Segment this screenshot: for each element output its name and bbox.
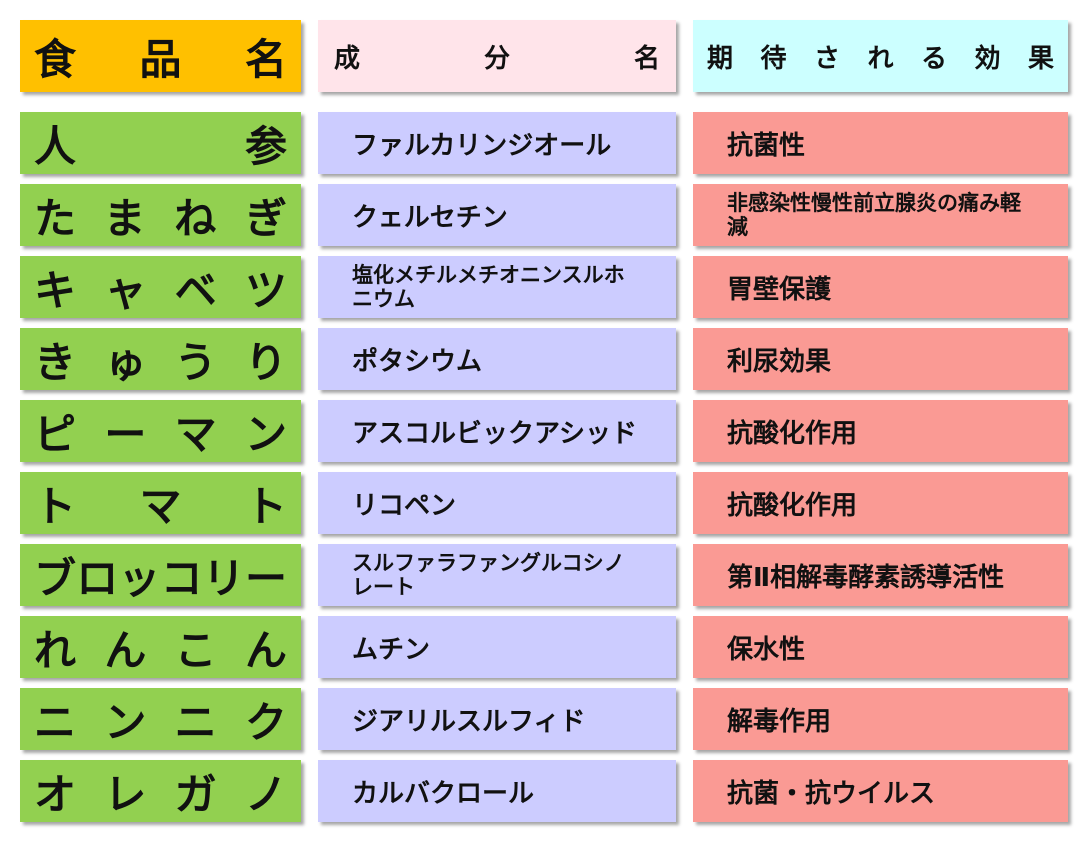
- cell-text: 塩化メチルメチオニンスルホニウム: [352, 263, 625, 311]
- cell-text: 抗菌性: [727, 130, 806, 161]
- comp-cell: カルバクロール: [318, 760, 676, 822]
- cell-text: 第Ⅱ相解毒酵素誘導活性: [727, 562, 1005, 593]
- cell-text: 抗酸化作用: [727, 490, 858, 521]
- cell-text: 保水性: [727, 634, 806, 665]
- food-cell: オレガノ: [20, 760, 301, 822]
- food-cell: キャベツ: [20, 256, 301, 318]
- food-cell: トマト: [20, 472, 301, 534]
- cell-text: 解毒作用: [727, 706, 832, 737]
- cell-text: トマト: [34, 481, 287, 531]
- cell-text: 成分名: [334, 43, 660, 74]
- cell-text: れんこん: [34, 625, 287, 675]
- cell-text: オレガノ: [34, 769, 287, 819]
- cell-text: 人参: [34, 121, 287, 171]
- cell-text: たまねぎ: [34, 193, 287, 243]
- comp-cell: ファルカリンジオール: [318, 112, 676, 174]
- cell-text: ファルカリンジオール: [352, 130, 612, 161]
- cell-text: ピーマン: [34, 409, 287, 459]
- comp-cell: クェルセチン: [318, 184, 676, 246]
- eff-cell: 解毒作用: [693, 688, 1068, 750]
- cell-text: 抗酸化作用: [727, 418, 858, 449]
- cell-text: 期待される効果: [707, 43, 1054, 74]
- cell-text: ポタシウム: [352, 346, 483, 377]
- cell-text: ジアリルスルフィド: [352, 706, 586, 737]
- cell-text: ニンニク: [34, 697, 287, 747]
- eff-cell: 胃壁保護: [693, 256, 1068, 318]
- cell-text: スルファラファングルコシノレート: [352, 551, 625, 599]
- cell-text: 胃壁保護: [727, 274, 832, 305]
- cell-text: リコペン: [352, 490, 457, 521]
- eff-cell: 抗酸化作用: [693, 400, 1068, 462]
- comp-cell: ポタシウム: [318, 328, 676, 390]
- eff-cell: 保水性: [693, 616, 1068, 678]
- eff-cell: 抗菌性: [693, 112, 1068, 174]
- eff-cell: 第Ⅱ相解毒酵素誘導活性: [693, 544, 1068, 606]
- cell-text: きゅうり: [34, 337, 287, 387]
- comp-cell: リコペン: [318, 472, 676, 534]
- food-cell: 人参: [20, 112, 301, 174]
- eff-cell: 非感染性慢性前立腺炎の痛み軽減: [693, 184, 1068, 246]
- cell-text: ムチン: [352, 634, 431, 665]
- cell-text: カルバクロール: [352, 778, 535, 809]
- cell-text: キャベツ: [34, 265, 287, 315]
- comp-cell: 塩化メチルメチオニンスルホニウム: [318, 256, 676, 318]
- cell-text: クェルセチン: [352, 202, 508, 233]
- cell-text: ブロッコリー: [34, 553, 287, 603]
- eff-cell: 抗酸化作用: [693, 472, 1068, 534]
- cell-text: 非感染性慢性前立腺炎の痛み軽減: [727, 191, 1021, 239]
- food-cell: ニンニク: [20, 688, 301, 750]
- comp-cell: スルファラファングルコシノレート: [318, 544, 676, 606]
- comp-cell: ジアリルスルフィド: [318, 688, 676, 750]
- food-cell: 食品名: [20, 20, 301, 92]
- food-cell: きゅうり: [20, 328, 301, 390]
- cell-text: 利尿効果: [727, 346, 832, 377]
- cell-text: 食品名: [34, 34, 287, 84]
- food-cell: ピーマン: [20, 400, 301, 462]
- food-cell: たまねぎ: [20, 184, 301, 246]
- eff-cell: 利尿効果: [693, 328, 1068, 390]
- comp-cell: アスコルビックアシッド: [318, 400, 676, 462]
- food-cell: れんこん: [20, 616, 301, 678]
- eff-cell: 期待される効果: [693, 20, 1068, 92]
- cell-text: アスコルビックアシッド: [352, 418, 637, 449]
- comp-cell: ムチン: [318, 616, 676, 678]
- food-cell: ブロッコリー: [20, 544, 301, 606]
- cell-text: 抗菌・抗ウイルス: [727, 778, 936, 809]
- comp-cell: 成分名: [318, 20, 676, 92]
- eff-cell: 抗菌・抗ウイルス: [693, 760, 1068, 822]
